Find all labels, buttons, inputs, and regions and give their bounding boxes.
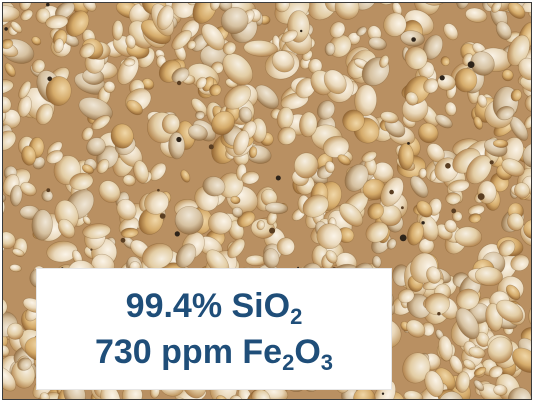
silica-text: 99.4% SiO [126, 287, 290, 325]
iron-subscript-1: 2 [282, 350, 294, 375]
iron-text: 730 ppm Fe [95, 333, 282, 371]
composition-label: 99.4% SiO2 730 ppm Fe2O3 [36, 268, 392, 390]
oxygen-text: O [294, 333, 320, 371]
iron-subscript-2: 3 [321, 350, 333, 375]
iron-oxide-content: 730 ppm Fe2O3 [95, 332, 333, 372]
silica-subscript: 2 [290, 304, 302, 329]
silica-content: 99.4% SiO2 [126, 286, 303, 326]
